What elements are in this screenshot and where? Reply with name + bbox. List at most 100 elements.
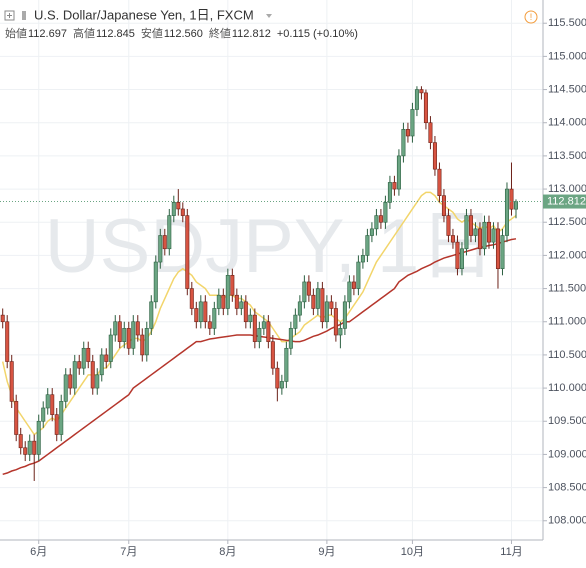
y-tick-label: 108.000 (548, 515, 586, 527)
axes: 108.000 108.500 109.000 109.500 110.000 110.5… (30, 17, 586, 558)
warning-icon[interactable] (524, 10, 538, 24)
candle-body (320, 288, 325, 323)
candle-body (513, 201, 518, 210)
candle-body (23, 447, 28, 455)
candle-body (153, 261, 158, 303)
candle-body (72, 361, 77, 389)
candle-body (257, 328, 262, 342)
candle-body (239, 301, 244, 309)
last-price-label: 112.812 (547, 195, 586, 207)
candle-body (45, 394, 50, 409)
candle-body (509, 188, 514, 210)
candle-body (500, 235, 505, 269)
candle-body (392, 182, 397, 190)
ohlc-label: 始値 (5, 26, 27, 40)
candle-body (117, 321, 122, 342)
candle-body (473, 228, 478, 236)
ohlc-value: 112.560 (164, 28, 203, 40)
candle-body (0, 314, 5, 323)
candle-body (275, 367, 280, 389)
y-tick-label: 110.000 (548, 382, 586, 394)
candle-body (167, 215, 172, 250)
x-tick-label: 10月 (401, 546, 424, 558)
candle-body (360, 255, 365, 263)
candle-body (230, 275, 235, 296)
candle-body (329, 301, 334, 309)
candle-body (342, 301, 347, 329)
candle-body (122, 328, 127, 342)
ohlc-value: 112.812 (232, 28, 271, 40)
candle-body (32, 440, 37, 455)
candle-body (252, 314, 257, 342)
candle-body (279, 381, 284, 389)
candle-body (59, 401, 64, 435)
candle-body (162, 235, 167, 250)
dropdown-arrow[interactable] (266, 14, 272, 18)
candle-body (140, 334, 145, 356)
x-tick-label: 9月 (318, 546, 335, 558)
candle-body (176, 202, 181, 210)
candle-body (347, 281, 352, 303)
candle-body (86, 347, 91, 362)
candle-body (401, 129, 406, 157)
y-tick-label: 109.000 (548, 448, 586, 460)
y-tick-label: 111.000 (548, 316, 586, 328)
candle-body (437, 168, 442, 197)
candle-body (306, 281, 311, 296)
ohlc-header: 始値 112.697 高値 112.845 安値 112.560 終値 112.812 +0.1… (5, 26, 358, 40)
ohlc-label: 高値 (73, 26, 95, 40)
candle-body (207, 321, 212, 329)
warning-mark: ! (530, 12, 533, 22)
candle-body (41, 407, 46, 422)
candle-body (113, 321, 118, 336)
candle-body (414, 89, 419, 110)
y-tick-label: 112.000 (548, 249, 586, 261)
candle-body (428, 122, 433, 143)
candle-body (81, 347, 86, 369)
moving-average (1, 191, 517, 436)
candle-body (468, 215, 473, 236)
candle-body (333, 308, 338, 336)
x-tick-label: 6月 (30, 546, 47, 558)
candle-body (50, 394, 55, 415)
candle-body (243, 301, 248, 323)
expand-icon[interactable] (4, 10, 15, 21)
candle-body (495, 228, 500, 269)
candle-body (104, 354, 109, 362)
candle-body (18, 434, 23, 449)
grid (0, 0, 543, 540)
candle-body (302, 281, 307, 303)
change: +0.115 (+0.10%) (277, 28, 358, 40)
chart-title[interactable]: U.S. Dollar/Japanese Yen, 1日, FXCM (34, 7, 254, 22)
candle-body (54, 414, 59, 435)
candle-body (441, 195, 446, 216)
candle-body (261, 321, 266, 329)
candle-body (284, 347, 289, 382)
plot (0, 86, 543, 481)
candle-body (396, 155, 401, 190)
candle-body (99, 354, 104, 376)
last-price-tag (543, 194, 586, 209)
y-tick-label: 111.500 (548, 282, 586, 294)
y-tick-label: 112.500 (548, 216, 586, 228)
candle-body (198, 301, 203, 323)
candle-body (212, 308, 217, 329)
candle-body (14, 401, 19, 435)
candle-body (266, 321, 271, 342)
candle-body (9, 361, 14, 402)
y-tick-label: 114.500 (548, 83, 586, 95)
candle-body (432, 142, 437, 170)
ohlc-value: 112.697 (28, 28, 67, 40)
y-tick-label: 115.500 (548, 17, 586, 29)
candle-body (293, 314, 298, 329)
x-tick-label: 7月 (120, 546, 137, 558)
candle-body (185, 215, 190, 289)
candle-body (149, 301, 154, 329)
candle-body (131, 321, 136, 349)
candle-body (234, 294, 239, 309)
ohlc-label: 終値 (209, 26, 231, 40)
candle-body (216, 294, 221, 309)
candle-body (248, 314, 253, 323)
